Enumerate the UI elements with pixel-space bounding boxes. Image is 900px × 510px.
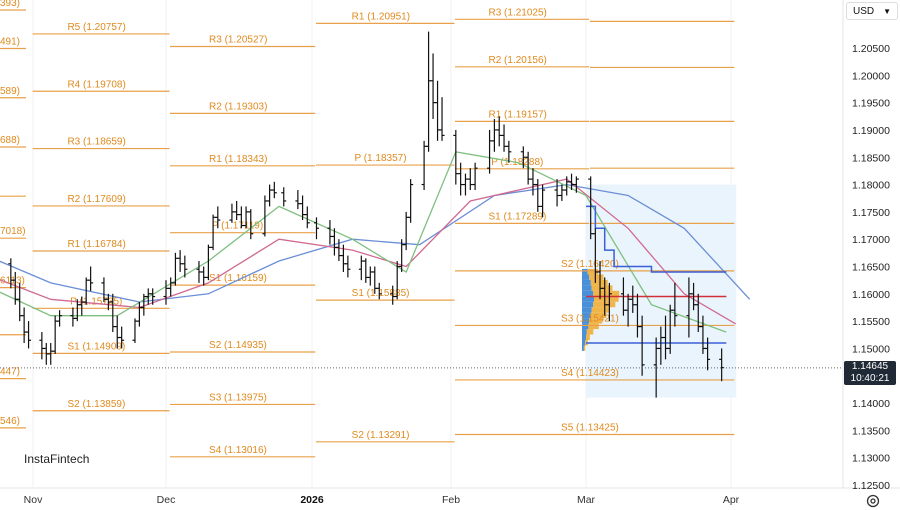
volume-profile-bar-buy — [582, 301, 594, 308]
volume-profile-bar-buy — [582, 329, 587, 335]
volume-profile-bar-sell — [591, 307, 610, 313]
pivot-level-label: S4 (1.14423) — [561, 368, 619, 379]
volume-profile-bar-sell — [590, 312, 607, 319]
pivot-level-label: R1 (1.16784) — [67, 239, 125, 250]
volume-profile-bar-buy — [582, 274, 590, 280]
time-axis-tick: Feb — [442, 494, 460, 506]
volume-profile-bar-sell — [587, 268, 598, 275]
price-axis-tick: 1.19500 — [852, 98, 890, 110]
pivot-level-label: S3 (1.15421) — [561, 313, 619, 324]
volume-profile-level-line — [586, 205, 727, 273]
pivot-level-label: R3 (1.21025) — [488, 7, 546, 18]
pivot-level-label: S1 (1.14909) — [67, 341, 125, 352]
pivot-level-label: R2 (1.19303) — [209, 101, 267, 112]
volume-profile-bar-sell — [586, 334, 590, 341]
volume-profile-bar-buy — [582, 279, 591, 286]
price-axis-tick: 1.12500 — [852, 480, 890, 492]
pivot-level-label: R2 (1.17609) — [67, 194, 125, 205]
volume-profile-bar-buy — [582, 307, 592, 313]
moving-average-line — [0, 178, 737, 325]
price-axis-tick: 1.16000 — [852, 289, 890, 301]
pivot-level-label: S3 (1.13975) — [209, 392, 267, 403]
pivot-level-label: R5 (1.20757) — [67, 22, 125, 33]
time-axis-tick: Dec — [157, 494, 176, 506]
volume-profile-bar-buy — [582, 323, 589, 330]
pivot-level-label: P (1.15735) — [70, 296, 122, 307]
pivot-level-label: 589) — [0, 86, 20, 97]
settings-icon[interactable] — [866, 494, 880, 508]
pivot-level-label: R3 (1.18659) — [67, 137, 125, 148]
brand-watermark: InstaFintech — [24, 452, 90, 466]
pivot-level-label: 546) — [0, 416, 20, 427]
price-axis-tick: 1.17000 — [852, 234, 890, 246]
time-axis-tick: 2026 — [300, 494, 324, 506]
price-axis-tick: 1.20500 — [852, 43, 890, 55]
price-axis-tick: 1.20000 — [852, 70, 890, 82]
pivot-level-label: S2 (1.14935) — [209, 340, 267, 351]
price-axis-tick: 1.18000 — [852, 180, 890, 192]
moving-average-line — [0, 183, 751, 303]
volume-profile-bar-buy — [582, 345, 584, 351]
pivot-level-label: 6113) — [0, 276, 25, 287]
volume-profile-bar-buy — [582, 318, 590, 324]
pivot-level-label: S1 (1.17289) — [488, 211, 546, 222]
price-axis-tick: 1.19000 — [852, 125, 890, 137]
time-axis-tick: Mar — [577, 494, 596, 506]
volume-profile-bar-buy — [582, 339, 586, 346]
pivot-level-label: R2 (1.20156) — [488, 55, 546, 66]
pivot-level-label: S1 (1.16159) — [209, 273, 267, 284]
volume-profile-bar-buy — [582, 285, 592, 291]
volume-profile-bar-sell — [593, 290, 620, 297]
volume-profile-bar-sell — [588, 323, 599, 330]
price-axis-tick: 1.15000 — [852, 343, 890, 355]
pivot-level-label: 447) — [0, 367, 20, 378]
pivot-level-label: P (1.18357) — [354, 153, 406, 164]
pivot-level-label: S2 (1.16420) — [561, 259, 619, 270]
currency-selector[interactable]: USD ▼ — [846, 2, 898, 20]
pivot-level-label: R3 (1.20527) — [209, 35, 267, 46]
volume-profile-bar-sell — [586, 329, 594, 335]
price-axis-tick: 1.17500 — [852, 207, 890, 219]
currency-value: USD — [853, 6, 875, 17]
last-price-value: 1.14645 — [851, 361, 889, 372]
volume-profile-bar-buy — [582, 312, 591, 319]
pivot-level-label: S2 (1.13291) — [352, 430, 410, 441]
price-axis-tick: 1.14000 — [852, 398, 890, 410]
time-axis-tick: Apr — [723, 494, 740, 506]
volume-profile-bar-sell — [594, 296, 619, 302]
price-axis-tick: 1.18500 — [852, 152, 890, 164]
volume-profile-bar-buy — [582, 296, 594, 302]
time-axis-tick: Nov — [24, 494, 43, 506]
pivot-level-label: S2 (1.13859) — [67, 399, 125, 410]
pivot-level-label: R1 (1.19157) — [488, 109, 546, 120]
countdown-timer: 10:40:21 — [850, 373, 890, 384]
volume-profile-bar-buy — [582, 290, 594, 297]
pivot-level-label: P (1.17119) — [212, 221, 263, 232]
moving-average-line — [0, 151, 727, 333]
volume-profile-bar-sell — [589, 274, 604, 280]
volume-profile-bar-sell — [583, 345, 586, 351]
pivot-level-label: 688) — [0, 135, 20, 146]
pivot-level-label: 491) — [0, 36, 20, 47]
pivot-level-label: R1 (1.18343) — [209, 154, 267, 165]
pivot-level-label: R1 (1.20951) — [352, 11, 410, 22]
volume-profile-bar-buy — [582, 334, 586, 341]
price-axis-tick: 1.16500 — [852, 262, 890, 274]
price-axis-tick: 1.13000 — [852, 453, 890, 465]
price-axis-tick: 1.13500 — [852, 425, 890, 437]
volume-profile-bar-sell — [590, 279, 608, 286]
price-axis-tick: 1.15500 — [852, 316, 890, 328]
last-price-tag: 1.14645 10:40:21 — [844, 361, 896, 385]
volume-profile-bar-sell — [589, 318, 603, 324]
pivot-level-label: R4 (1.19708) — [67, 79, 125, 90]
volume-profile-bar-buy — [582, 268, 588, 275]
pivot-level-label: 393) — [0, 0, 20, 9]
pivot-level-label: S4 (1.13016) — [209, 445, 267, 456]
chevron-down-icon: ▼ — [883, 7, 891, 16]
pivot-level-label: S5 (1.13425) — [561, 422, 619, 433]
pivot-level-label: 7018) — [0, 226, 26, 237]
